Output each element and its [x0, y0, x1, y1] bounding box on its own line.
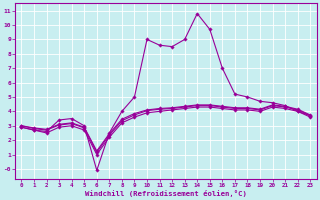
X-axis label: Windchill (Refroidissement éolien,°C): Windchill (Refroidissement éolien,°C): [85, 190, 247, 197]
